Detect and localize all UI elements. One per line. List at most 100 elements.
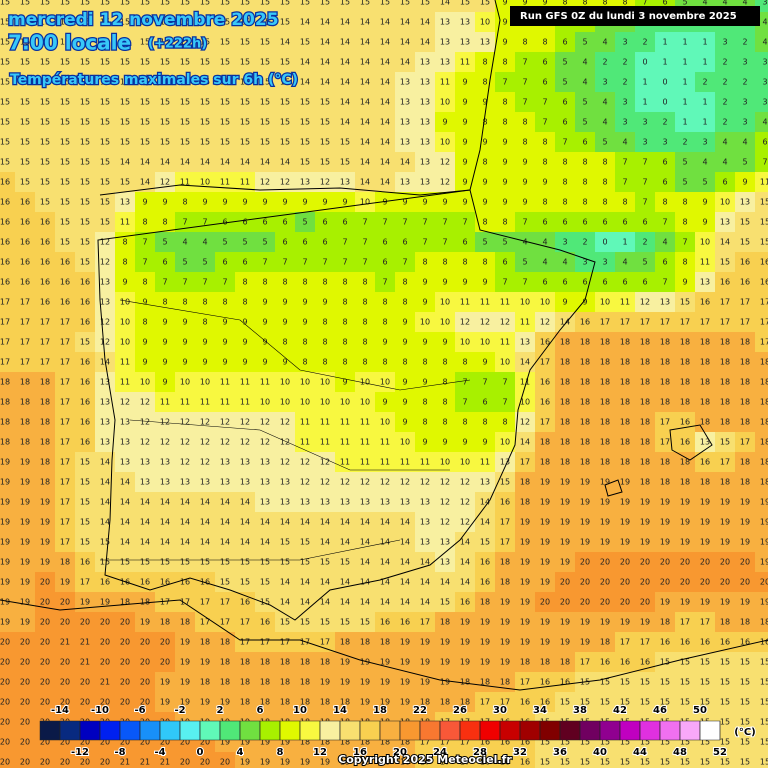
cell-fill bbox=[115, 252, 135, 272]
cell-value: 18 bbox=[580, 338, 590, 347]
cell-value: 18 bbox=[20, 378, 30, 387]
cell-fill bbox=[135, 232, 155, 252]
cell-value: 12 bbox=[160, 178, 170, 187]
cell-value: 16 bbox=[600, 658, 610, 667]
cell-value: 14 bbox=[340, 38, 350, 47]
cell-value: 7 bbox=[402, 218, 407, 227]
cell-fill bbox=[375, 172, 395, 192]
cell-value: 8 bbox=[422, 258, 427, 267]
cell-fill bbox=[755, 192, 768, 212]
cell-value: 18 bbox=[620, 418, 630, 427]
cell-value: 8 bbox=[362, 298, 367, 307]
cell-value: 15 bbox=[20, 98, 30, 107]
cell-fill bbox=[635, 252, 655, 272]
cell-fill bbox=[615, 152, 635, 172]
cell-value: 15 bbox=[240, 118, 250, 127]
cell-fill bbox=[455, 172, 475, 192]
cell-value: 19 bbox=[20, 558, 30, 567]
cell-value: 18 bbox=[700, 398, 710, 407]
cell-value: 16 bbox=[760, 278, 768, 287]
cell-value: 17 bbox=[40, 338, 50, 347]
legend-swatch bbox=[79, 720, 101, 741]
cell-value: 18 bbox=[540, 438, 550, 447]
cell-value: 15 bbox=[280, 618, 290, 627]
cell-value: 19 bbox=[560, 498, 570, 507]
cell-value: 4 bbox=[742, 0, 747, 7]
cell-fill bbox=[235, 152, 255, 172]
cell-value: 9 bbox=[282, 318, 287, 327]
cell-value: 15 bbox=[0, 0, 10, 7]
cell-fill bbox=[215, 0, 235, 12]
cell-fill bbox=[575, 372, 595, 392]
cell-value: 21 bbox=[100, 678, 110, 687]
cell-value: 2 bbox=[662, 118, 667, 127]
cell-fill bbox=[635, 292, 655, 312]
cell-value: 8 bbox=[362, 318, 367, 327]
cell-value: 15 bbox=[160, 98, 170, 107]
cell-value: 12 bbox=[160, 438, 170, 447]
cell-fill bbox=[515, 312, 535, 332]
cell-value: 11 bbox=[120, 378, 130, 387]
cell-value: 20 bbox=[80, 698, 90, 707]
cell-value: 8 bbox=[382, 318, 387, 327]
cell-value: 13 bbox=[420, 518, 430, 527]
cell-fill bbox=[355, 132, 375, 152]
cell-value: 5 bbox=[162, 238, 167, 247]
cell-value: 11 bbox=[340, 438, 350, 447]
cell-fill bbox=[355, 172, 375, 192]
cell-value: 14 bbox=[240, 498, 250, 507]
cell-value: 15 bbox=[180, 58, 190, 67]
cell-fill bbox=[735, 192, 755, 212]
cell-value: 19 bbox=[20, 578, 30, 587]
cell-value: 16 bbox=[720, 638, 730, 647]
cell-value: 17 bbox=[280, 638, 290, 647]
cell-value: 5 bbox=[502, 238, 507, 247]
cell-value: 6 bbox=[482, 398, 487, 407]
cell-value: 17 bbox=[20, 298, 30, 307]
cell-value: 15 bbox=[500, 478, 510, 487]
cell-value: 14 bbox=[380, 18, 390, 27]
cell-value: 12 bbox=[540, 318, 550, 327]
cell-value: 6 bbox=[562, 98, 567, 107]
cell-value: 16 bbox=[80, 358, 90, 367]
cell-value: 8 bbox=[402, 298, 407, 307]
cell-value: 20 bbox=[40, 618, 50, 627]
cell-value: 15 bbox=[140, 58, 150, 67]
cell-fill bbox=[715, 252, 735, 272]
cell-value: 15 bbox=[240, 578, 250, 587]
cell-fill bbox=[15, 232, 35, 252]
cell-value: 4 bbox=[542, 258, 547, 267]
cell-value: 7 bbox=[642, 158, 647, 167]
cell-value: 1 bbox=[662, 58, 667, 67]
cell-value: 15 bbox=[240, 58, 250, 67]
cell-value: 16 bbox=[80, 318, 90, 327]
cell-value: 13 bbox=[400, 118, 410, 127]
cell-value: 17 bbox=[0, 358, 10, 367]
cell-fill bbox=[375, 92, 395, 112]
cell-value: 10 bbox=[500, 358, 510, 367]
cell-value: 17 bbox=[600, 318, 610, 327]
cell-fill bbox=[35, 112, 55, 132]
cell-fill bbox=[735, 212, 755, 232]
cell-value: 15 bbox=[300, 98, 310, 107]
cell-value: 10 bbox=[320, 378, 330, 387]
cell-fill bbox=[375, 252, 395, 272]
cell-fill bbox=[235, 352, 255, 372]
cell-value: 16 bbox=[740, 258, 750, 267]
cell-fill bbox=[215, 112, 235, 132]
cell-value: 15 bbox=[200, 98, 210, 107]
cell-fill bbox=[35, 312, 55, 332]
cell-value: 7 bbox=[422, 218, 427, 227]
cell-fill bbox=[735, 112, 755, 132]
cell-value: 2 bbox=[622, 58, 627, 67]
cell-value: 20 bbox=[140, 678, 150, 687]
cell-value: 19 bbox=[360, 678, 370, 687]
cell-value: 13 bbox=[360, 498, 370, 507]
cell-value: 8 bbox=[522, 38, 527, 47]
cell-value: 21 bbox=[160, 758, 170, 767]
cell-fill bbox=[375, 212, 395, 232]
cell-value: 3 bbox=[722, 38, 727, 47]
cell-fill bbox=[335, 352, 355, 372]
cell-value: 14 bbox=[380, 178, 390, 187]
cell-value: 16 bbox=[20, 198, 30, 207]
